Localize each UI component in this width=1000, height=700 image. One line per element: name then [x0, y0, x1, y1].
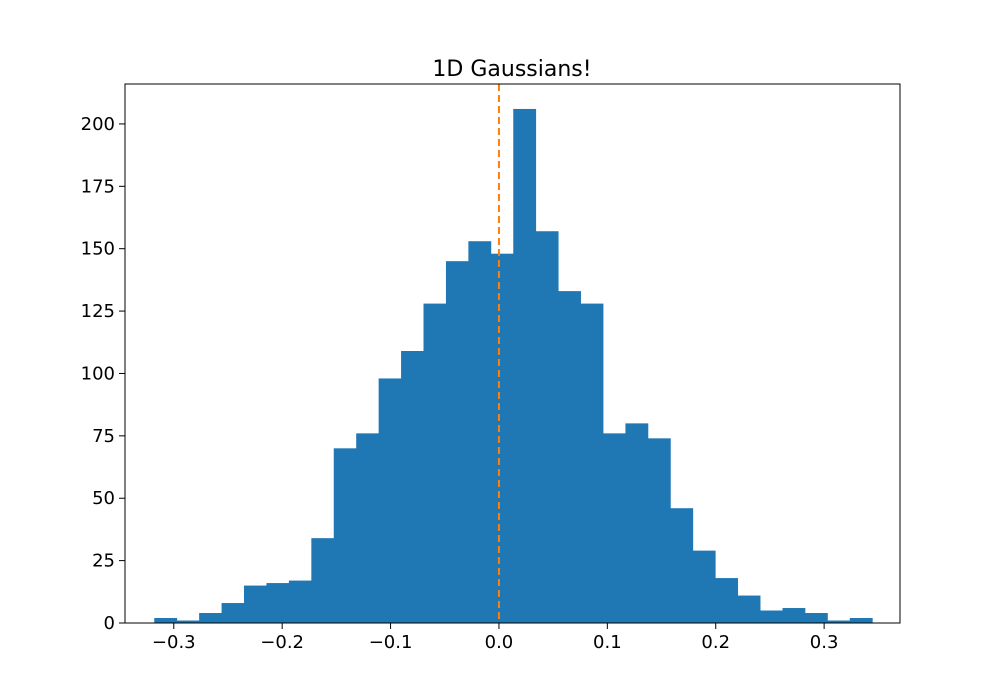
y-tick-label: 150: [81, 239, 115, 260]
y-tick-label: 75: [92, 426, 115, 447]
histogram-bar: [266, 583, 290, 623]
x-axis: −0.3 −0.2 −0.1 0.0 0.1 0.2 0.3: [152, 623, 839, 653]
x-tick-label: −0.2: [260, 632, 304, 653]
histogram-bar: [692, 550, 716, 623]
histogram-bar: [154, 618, 178, 623]
histogram-bar: [356, 433, 380, 623]
histogram-bar: [423, 303, 447, 623]
x-tick-label: 0.1: [593, 632, 622, 653]
y-tick-label: 25: [92, 551, 115, 572]
histogram-bar: [535, 231, 559, 624]
x-tick-label: 0.0: [485, 632, 514, 653]
y-axis: 0 25 50 75 100 125 150 175 200: [81, 114, 125, 634]
histogram-bar: [333, 448, 357, 623]
y-tick-label: 0: [104, 613, 115, 634]
histogram-bar: [782, 608, 806, 623]
histogram-bar: [625, 423, 649, 623]
histogram-bar: [647, 438, 671, 623]
histogram-bar: [715, 578, 739, 623]
histogram-bar: [558, 291, 581, 623]
histogram-bar: [199, 613, 222, 623]
histogram-bar: [737, 595, 761, 623]
histogram-bar: [378, 378, 402, 623]
histogram-bar: [849, 618, 873, 623]
histogram-bar: [827, 620, 851, 623]
histogram-bar: [244, 585, 267, 623]
y-tick-label: 175: [81, 176, 115, 197]
y-tick-label: 125: [81, 301, 115, 322]
histogram-bar: [176, 620, 200, 623]
y-tick-label: 100: [81, 363, 115, 384]
plot-frame: [124, 83, 901, 624]
histogram-bar: [603, 433, 626, 623]
histogram-bar: [670, 508, 694, 623]
histogram-bar: [513, 108, 537, 623]
histogram-bar: [804, 613, 828, 623]
histogram-bars: [154, 108, 873, 624]
y-tick-label: 50: [92, 488, 115, 509]
histogram-bar: [490, 253, 514, 623]
histogram-bar: [221, 603, 245, 623]
x-tick-label: 0.3: [810, 632, 839, 653]
histogram-bar: [760, 610, 783, 623]
histogram-bar: [288, 580, 312, 623]
histogram-bar: [468, 241, 492, 623]
x-tick-label: −0.3: [152, 632, 196, 653]
x-tick-label: 0.2: [701, 632, 730, 653]
y-tick-label: 200: [81, 114, 115, 135]
x-tick-label: −0.1: [369, 632, 413, 653]
histogram-bar: [311, 538, 335, 623]
histogram-bar: [401, 351, 424, 623]
chart-title: 1D Gaussians!: [432, 57, 591, 82]
histogram-bar: [445, 261, 469, 623]
histogram-bar: [580, 303, 604, 623]
